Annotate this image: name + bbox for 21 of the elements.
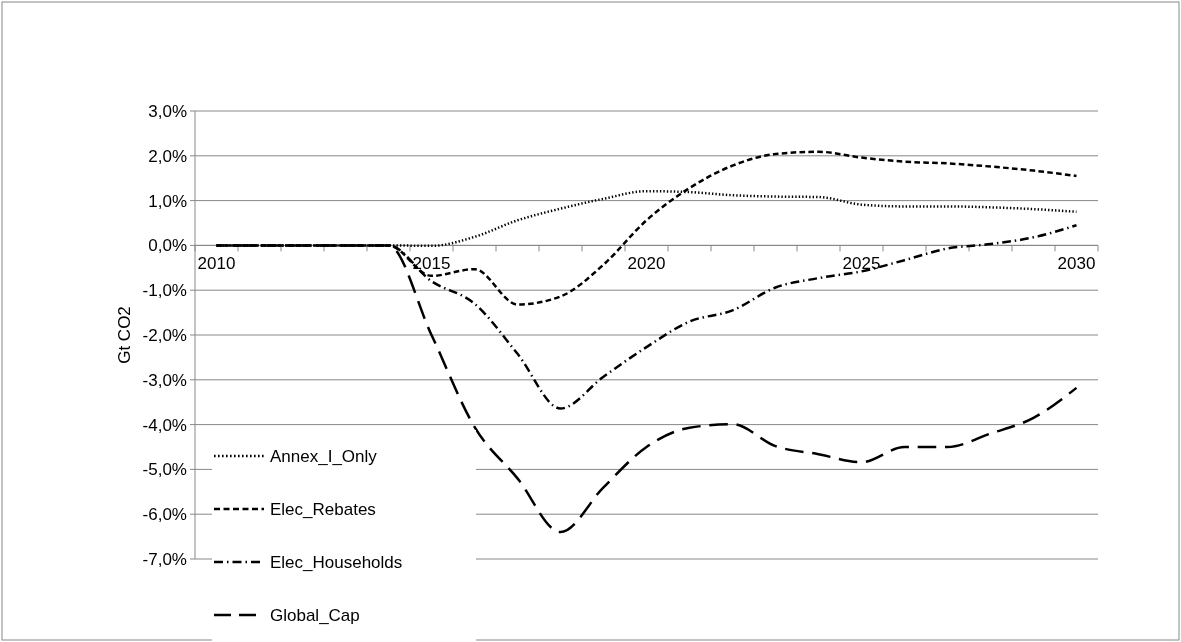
x-tick-label: 2025 xyxy=(842,254,881,274)
y-tick-label: 3,0% xyxy=(148,101,187,121)
y-tick-label: 0,0% xyxy=(148,236,187,256)
y-tick-label: -1,0% xyxy=(142,281,187,301)
y-tick-label: -5,0% xyxy=(142,460,187,480)
y-tick-label: 1,0% xyxy=(148,191,187,211)
y-tick-label: -2,0% xyxy=(142,325,187,345)
x-tick-label: 2010 xyxy=(197,254,236,274)
y-tick-label: -6,0% xyxy=(142,505,187,525)
legend-label: Elec_Households xyxy=(270,552,403,572)
legend-label: Annex_I_Only xyxy=(270,446,378,466)
y-tick-label: -7,0% xyxy=(142,549,187,569)
y-axis-title: Gt CO2 xyxy=(115,306,134,364)
y-tick-label: -4,0% xyxy=(142,415,187,435)
legend-label: Global_Cap xyxy=(270,605,360,625)
y-tick-label: -3,0% xyxy=(142,370,187,390)
legend-label: Elec_Rebates xyxy=(270,499,376,519)
x-tick-label: 2020 xyxy=(627,254,666,274)
x-tick-label: 2015 xyxy=(412,254,451,274)
y-tick-label: 2,0% xyxy=(148,146,187,166)
x-tick-label: 2030 xyxy=(1057,254,1096,274)
